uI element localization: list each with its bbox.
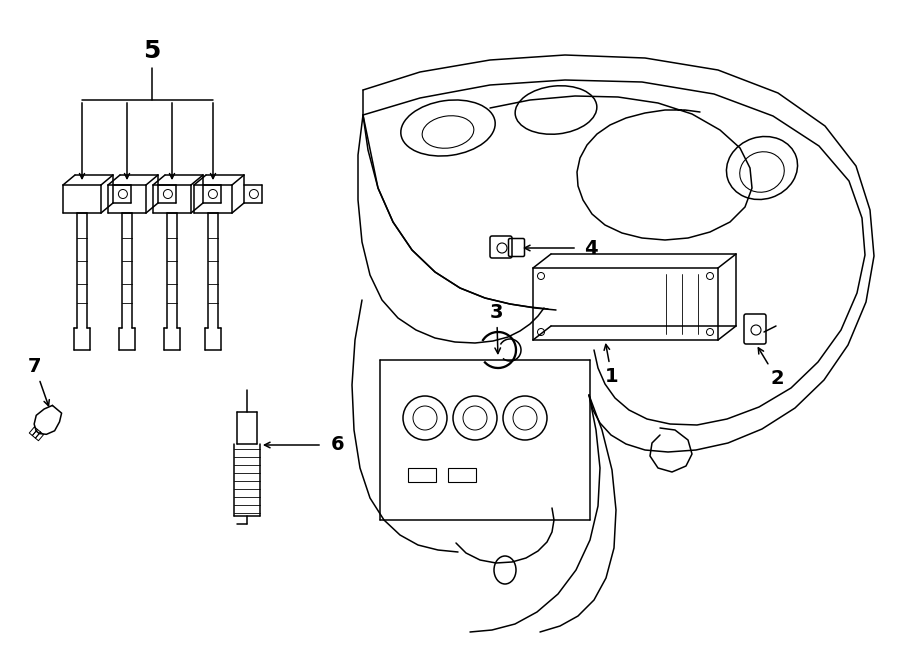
- Text: 6: 6: [331, 436, 345, 455]
- Text: 4: 4: [584, 239, 598, 258]
- Bar: [408, 468, 436, 482]
- Text: 5: 5: [143, 39, 161, 63]
- Text: 7: 7: [28, 357, 50, 406]
- Bar: [448, 468, 476, 482]
- Text: 2: 2: [759, 348, 784, 388]
- Text: 3: 3: [490, 303, 503, 354]
- Text: 1: 1: [604, 344, 618, 386]
